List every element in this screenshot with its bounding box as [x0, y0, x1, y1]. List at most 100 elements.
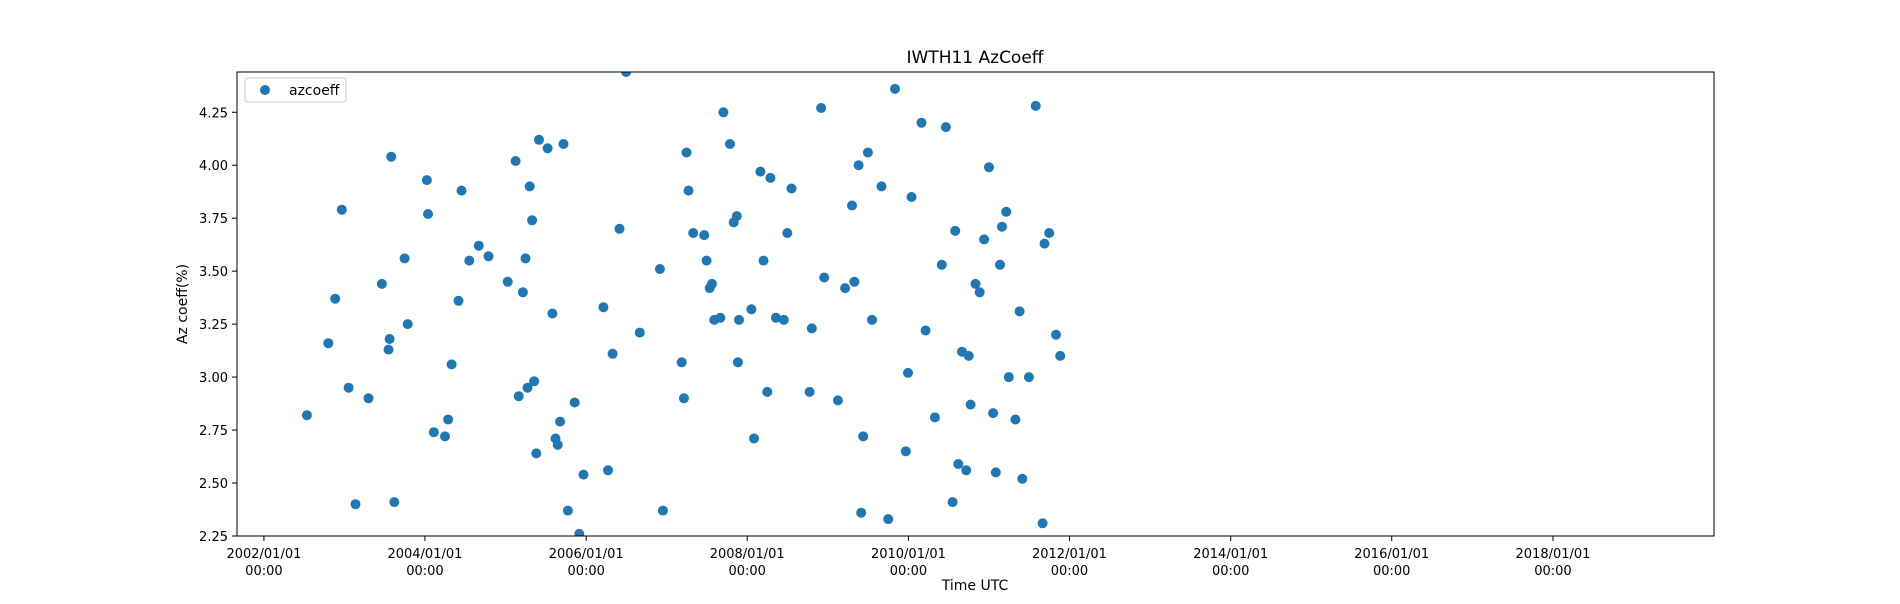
data-point — [778, 314, 789, 325]
data-point — [990, 467, 1001, 478]
data-point — [513, 391, 524, 402]
data-point — [746, 304, 757, 315]
data-point — [819, 272, 830, 283]
data-point — [940, 122, 951, 133]
data-point — [574, 528, 585, 536]
data-point — [453, 295, 464, 306]
data-point — [847, 200, 857, 211]
data-point — [363, 393, 374, 404]
data-point — [903, 367, 913, 378]
data-point — [350, 499, 361, 510]
data-point — [876, 181, 887, 192]
data-point — [534, 134, 544, 145]
x-tick-label: 2014/01/01 — [1193, 547, 1268, 562]
data-point — [428, 427, 439, 438]
data-point — [749, 433, 759, 444]
x-tick-time-label: 00:00 — [890, 564, 927, 579]
data-point — [531, 448, 542, 459]
x-tick-time-label: 00:00 — [406, 564, 443, 579]
data-point — [384, 334, 395, 344]
data-point — [502, 276, 513, 287]
data-point — [654, 264, 665, 274]
x-tick-label: 2002/01/01 — [226, 547, 301, 562]
data-point — [529, 376, 540, 387]
data-point — [598, 302, 609, 313]
data-point — [755, 166, 766, 177]
data-point — [555, 416, 566, 427]
data-point — [858, 431, 869, 442]
x-tick-time-label: 00:00 — [1212, 564, 1249, 579]
y-tick-label: 4.25 — [199, 106, 228, 121]
data-point — [936, 259, 947, 270]
data-point — [1023, 372, 1034, 383]
x-tick-label: 2012/01/01 — [1032, 547, 1107, 562]
data-point — [974, 287, 985, 298]
data-point — [552, 439, 563, 450]
data-point — [678, 393, 689, 404]
data-point — [965, 399, 976, 410]
data-point — [699, 230, 710, 241]
data-point — [1003, 372, 1014, 383]
data-point — [786, 183, 797, 194]
y-tick-label: 3.00 — [199, 371, 228, 386]
data-point — [657, 505, 668, 516]
x-tick-time-label: 00:00 — [1373, 564, 1410, 579]
data-point — [301, 410, 312, 421]
y-axis-label: Az coeff(%) — [175, 264, 191, 344]
x-tick-label: 2016/01/01 — [1354, 547, 1429, 562]
data-point — [527, 215, 538, 226]
data-point — [706, 278, 717, 289]
data-point — [916, 117, 927, 128]
data-point — [456, 185, 467, 196]
data-point — [840, 283, 851, 294]
data-point — [1010, 414, 1021, 425]
data-point — [1055, 350, 1066, 361]
data-point — [906, 192, 917, 202]
data-point — [383, 344, 394, 355]
data-point — [762, 386, 773, 397]
x-tick-time-label: 00:00 — [728, 564, 765, 579]
data-point — [399, 253, 410, 264]
data-point — [804, 386, 815, 397]
data-point — [867, 314, 877, 325]
data-point — [330, 293, 341, 304]
x-tick-label: 2006/01/01 — [549, 547, 624, 562]
y-tick-label: 4.00 — [199, 159, 228, 174]
x-tick-time-label: 00:00 — [245, 564, 282, 579]
data-point — [806, 323, 817, 334]
data-point — [725, 139, 735, 149]
x-tick-label: 2018/01/01 — [1516, 547, 1591, 562]
data-point — [816, 103, 827, 113]
plot-area-frame — [236, 71, 1715, 537]
data-point — [323, 338, 334, 349]
y-tick-label: 2.75 — [199, 424, 228, 439]
data-point — [683, 185, 694, 196]
data-point — [343, 382, 354, 393]
data-point — [402, 319, 413, 330]
data-point — [1017, 473, 1028, 484]
x-tick-label: 2004/01/01 — [387, 547, 462, 562]
data-point — [464, 255, 475, 266]
y-tick-label: 3.25 — [199, 318, 228, 333]
data-point — [386, 151, 397, 162]
data-point — [607, 348, 618, 359]
data-point — [758, 255, 769, 266]
data-point — [1037, 518, 1048, 529]
data-point — [732, 357, 743, 368]
data-point — [1051, 329, 1061, 340]
data-point — [517, 287, 528, 298]
data-point — [988, 408, 999, 419]
data-point — [562, 505, 573, 516]
data-point — [1030, 100, 1041, 111]
data-point — [569, 397, 580, 408]
data-point — [715, 312, 726, 323]
x-tick-label: 2008/01/01 — [710, 547, 785, 562]
data-point — [440, 431, 450, 442]
data-point — [634, 327, 645, 338]
data-point — [547, 308, 558, 319]
data-point — [900, 446, 911, 457]
data-point — [718, 107, 729, 118]
data-point — [853, 160, 864, 171]
data-point — [423, 209, 433, 219]
